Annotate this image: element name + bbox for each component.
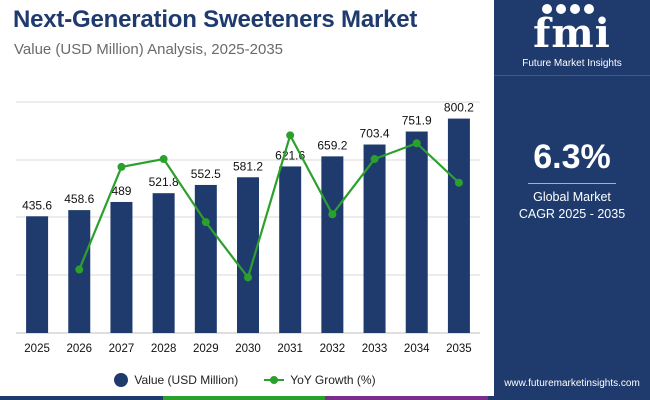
bar-label: 800.2 <box>444 101 474 115</box>
x-tick-label: 2027 <box>109 343 135 355</box>
x-tick-label: 2028 <box>151 343 177 355</box>
x-tick-label: 2029 <box>193 343 219 355</box>
legend-line-swatch <box>264 373 285 387</box>
bar-2029 <box>194 184 217 333</box>
bar-2034 <box>405 131 428 333</box>
logo-icons <box>542 4 594 14</box>
legend-item-growth: YoY Growth (%) <box>264 373 376 387</box>
bar-2030 <box>237 177 259 333</box>
legend-value-label: Value (USD Million) <box>134 373 239 387</box>
x-tick-label: 2025 <box>24 343 50 355</box>
chart-title: Next-Generation Sweeteners Market <box>13 6 418 33</box>
x-tick-label: 2031 <box>277 343 303 355</box>
footer-stripe-segment <box>325 396 488 400</box>
logo-dot-icon <box>556 4 566 14</box>
cagr-label-line2: CAGR 2025 - 2035 <box>518 207 626 221</box>
growth-point <box>117 162 126 171</box>
chart-subtitle: Value (USD Million) Analysis, 2025-2035 <box>14 41 284 58</box>
bar-value-labels: 435.6 458.6489521.8552.5581.2621.6659.270… <box>22 101 474 213</box>
cagr-value: 6.3% <box>533 138 611 176</box>
bar-label: 751.9 <box>402 114 432 128</box>
logo-caption: Future Market Insights <box>522 58 622 69</box>
x-tick-label: 2033 <box>362 343 388 355</box>
growth-point <box>286 131 295 140</box>
side-divider <box>494 75 650 76</box>
bar-label: 581.2 <box>233 159 263 173</box>
footer-stripe-segment <box>0 396 163 400</box>
x-tick-label: 2032 <box>320 343 346 355</box>
bar-label: 489 <box>111 184 131 198</box>
bar-2031 <box>279 166 302 333</box>
x-tick-label: 2035 <box>446 343 472 355</box>
bar-label: 703.4 <box>360 127 390 141</box>
side-panel: fmi Future Market Insights 6.3% Global M… <box>494 0 650 400</box>
growth-point <box>370 155 379 164</box>
logo-dot-icon <box>542 4 552 14</box>
footer-stripe-segment <box>162 396 325 400</box>
chart-legend: Value (USD Million) YoY Growth (%) <box>0 369 490 391</box>
bar-2035 <box>447 118 470 334</box>
growth-line <box>78 134 460 279</box>
x-tick-label: 2026 <box>66 343 92 355</box>
cagr-label: Global Market CAGR 2025 - 2035 <box>494 189 650 223</box>
chart-area: 435.6 458.6489521.8552.5581.2621.6659.270… <box>16 101 480 355</box>
growth-point <box>454 178 463 187</box>
bar-label: 458.6 <box>64 192 94 206</box>
x-axis-ticks: 2025 2026 2027 2028 2029 2030 2031 2032 2033 2034… <box>24 343 471 355</box>
growth-point <box>412 139 421 148</box>
bar-series <box>26 118 470 334</box>
logo: fmi <box>533 10 611 57</box>
x-tick-label: 2030 <box>235 343 261 355</box>
legend-bar-swatch <box>114 373 129 387</box>
bar-2027 <box>110 201 133 333</box>
x-tick-label: 2034 <box>404 343 430 355</box>
bar-2028 <box>152 193 175 333</box>
bar-2033 <box>363 144 386 333</box>
cagr-label-line1: Global Market <box>533 190 611 204</box>
cagr-divider <box>528 183 616 184</box>
legend-item-value: Value (USD Million) <box>114 373 238 387</box>
bar-label: 659.2 <box>317 138 347 152</box>
bar-2032 <box>321 156 344 333</box>
legend-growth-label: YoY Growth (%) <box>290 373 376 387</box>
bar-label: 552.5 <box>191 167 221 181</box>
growth-point <box>328 210 337 219</box>
growth-series <box>75 131 463 282</box>
growth-point <box>201 218 210 227</box>
website-link[interactable]: www.futuremarketinsights.com <box>504 378 640 389</box>
bar-2025 <box>26 216 49 333</box>
logo-dot-icon <box>584 4 594 14</box>
growth-point <box>244 273 252 282</box>
growth-point <box>75 265 84 274</box>
logo-dot-icon <box>570 4 580 14</box>
bar-label: 521.8 <box>149 175 179 189</box>
bar-label: 435.6 <box>22 198 52 212</box>
growth-point <box>159 155 168 164</box>
